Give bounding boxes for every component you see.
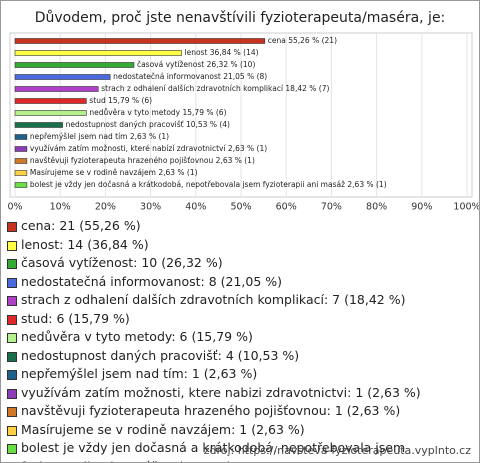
legend-label: nedostupnost daných pracovišť: 4 (10,53 … — [21, 347, 300, 363]
chart: Důvodem, proč jste nenavštívili fyzioter… — [7, 10, 479, 213]
x-tick-label: 70% — [321, 202, 342, 213]
legend-item: nedostupnost daných pracovišť: 4 (10,53 … — [7, 347, 471, 366]
source: zdroj: https://navsteva-fyzioterapeuta.v… — [203, 444, 471, 457]
legend-label: lenost: 14 (36,84 %) — [21, 236, 149, 252]
legend-item: využívám zatím možnosti, ktere nabizi zd… — [7, 384, 471, 403]
legend-swatch — [7, 444, 17, 454]
legend-item: nedůvěra v tyto metody: 6 (15,79 %) — [7, 328, 471, 347]
legend-swatch — [7, 222, 17, 232]
bar — [14, 110, 87, 116]
legend-label: nepřemýšlel jsem nad tím: 1 (2,63 %) — [21, 366, 258, 381]
x-tick-label: 40% — [185, 202, 206, 213]
x-tick-label: 90% — [411, 202, 432, 213]
bar-label: Masírujeme se v rodině navzájem 2,63 % (… — [30, 168, 198, 177]
bar — [14, 134, 28, 140]
bar-label: nedostupnost daných pracovišť 10,53 % (4… — [66, 120, 230, 129]
bar-label: bolest je vždy jen dočasná a krátkodobá,… — [30, 180, 387, 189]
bar — [14, 122, 63, 128]
legend-item: časová vytíženost: 10 (26,32 %) — [7, 254, 471, 273]
legend-label: využívám zatím možnosti, ktere nabizi zd… — [21, 384, 421, 400]
bar-label: cena 55,26 % (21) — [268, 36, 337, 45]
bar — [14, 38, 266, 44]
legend-swatch — [7, 277, 17, 288]
bar-label: navštěvuji fyzioterapeuta hrazeného poji… — [30, 156, 255, 165]
legend-label: cena: 21 (55,26 %) — [21, 218, 141, 233]
bar-label: strach z odhalení dalších zdravotních ko… — [101, 84, 329, 93]
bar — [14, 98, 87, 104]
legend-label: stud: 6 (15,79 %) — [21, 310, 130, 326]
chart-title: Důvodem, proč jste nenavštívili fyzioter… — [35, 10, 446, 26]
legend-label: bolest je vždy jen dočasná a krátkodobá,… — [21, 440, 406, 462]
legend-swatch — [7, 351, 17, 362]
bar-label: lenost 36,84 % (14) — [185, 48, 259, 57]
legend-item: bolest je vždy jen dočasná a krátkodobá,… — [7, 439, 471, 462]
bar — [14, 86, 99, 92]
legend-item: navštěvuji fyzioterapeuta hrazeného poji… — [7, 402, 471, 421]
x-tick-label: 50% — [230, 202, 251, 213]
legend: cena: 21 (55,26 %) lenost: 14 (36,84 %) ča… — [7, 217, 471, 462]
legend-item: Masírujeme se v rodině navzájem: 1 (2,63… — [7, 421, 471, 440]
x-tick-label: 10% — [50, 202, 71, 213]
legend-swatch — [7, 240, 17, 251]
legend-item: stud: 6 (15,79 %) — [7, 310, 471, 329]
bar — [14, 50, 182, 56]
legend-swatch — [7, 259, 17, 269]
bar-label: stud 15,79 % (6) — [89, 96, 152, 105]
x-tick-label: 100% — [453, 202, 479, 213]
bar — [14, 158, 28, 164]
x-tick-label: 20% — [95, 202, 116, 213]
legend-swatch — [7, 314, 17, 325]
x-tick-label: 0% — [7, 202, 22, 213]
bar-label: časová vytíženost 26,32 % (10) — [137, 60, 255, 69]
x-tick-label: 80% — [366, 202, 387, 213]
legend-item: nepřemýšlel jsem nad tím: 1 (2,63 %) — [7, 365, 471, 384]
legend-label: nedůvěra v tyto metody: 6 (15,79 %) — [21, 329, 253, 344]
legend-swatch — [7, 425, 17, 436]
legend-label: navštěvuji fyzioterapeuta hrazeného poji… — [21, 403, 401, 418]
legend-item: strach z odhalení dalších zdravotních ko… — [7, 291, 471, 310]
bar-label: nepřemýšlel jsem nad tím 2,63 % (1) — [30, 132, 169, 141]
legend-swatch — [7, 388, 17, 399]
legend-item: cena: 21 (55,26 %) — [7, 217, 471, 236]
legend-label: strach z odhalení dalších zdravotních ko… — [21, 292, 406, 307]
bar-label: nedostatečná informovanost 21,05 % (8) — [113, 72, 267, 81]
legend-swatch — [7, 333, 17, 343]
bar-label: využívám zatím možnosti, které nabízí zd… — [30, 144, 267, 153]
legend-swatch — [7, 407, 17, 417]
bar — [14, 170, 28, 176]
bar — [14, 182, 28, 188]
bar — [14, 146, 28, 152]
bar — [14, 62, 135, 68]
x-tick-label: 30% — [140, 202, 161, 213]
bar — [14, 74, 111, 80]
legend-label: nedostatečná informovanost: 8 (21,05 %) — [21, 273, 283, 289]
legend-label: Masírujeme se v rodině navzájem: 1 (2,63… — [21, 421, 305, 437]
legend-label: časová vytíženost: 10 (26,32 %) — [21, 255, 223, 270]
x-tick-label: 60% — [276, 202, 297, 213]
legend-item: nedostatečná informovanost: 8 (21,05 %) — [7, 273, 471, 292]
legend-item: lenost: 14 (36,84 %) — [7, 236, 471, 255]
legend-swatch — [7, 296, 17, 306]
legend-swatch — [7, 370, 17, 380]
bar-label: nedůvěra v tyto metody 15,79 % (6) — [89, 108, 226, 117]
